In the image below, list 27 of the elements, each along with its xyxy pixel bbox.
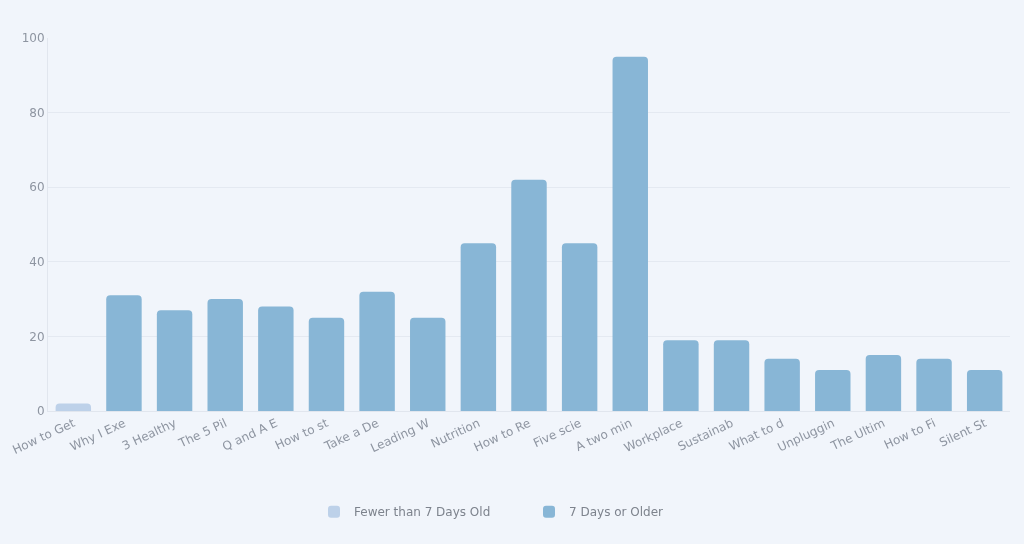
bar bbox=[865, 355, 902, 411]
bar bbox=[511, 179, 547, 411]
y-tick-label: 80 bbox=[29, 105, 45, 120]
bar bbox=[966, 369, 1003, 411]
bar bbox=[764, 358, 800, 411]
bar bbox=[612, 56, 648, 411]
bar bbox=[561, 243, 598, 411]
bar bbox=[460, 243, 497, 411]
bar bbox=[359, 291, 395, 411]
bar bbox=[815, 369, 851, 411]
legend-label: Fewer than 7 Days Old bbox=[354, 505, 491, 520]
bar bbox=[156, 310, 193, 411]
bar bbox=[916, 358, 952, 411]
bar bbox=[713, 340, 750, 411]
bar bbox=[207, 299, 243, 411]
bar bbox=[308, 317, 345, 411]
bar bbox=[410, 317, 446, 411]
bar bbox=[258, 306, 294, 411]
bar bbox=[663, 340, 699, 411]
legend-label: 7 Days or Older bbox=[569, 505, 664, 520]
y-tick-label: 0 bbox=[36, 404, 45, 419]
y-tick-label: 60 bbox=[29, 180, 45, 195]
bar bbox=[106, 295, 142, 411]
y-tick-label: 100 bbox=[21, 31, 45, 46]
y-tick-label: 20 bbox=[29, 329, 45, 344]
y-tick-label: 40 bbox=[29, 255, 45, 269]
bar bbox=[55, 403, 92, 411]
